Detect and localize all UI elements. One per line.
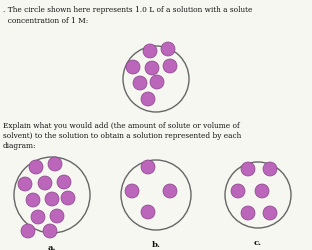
Circle shape <box>38 176 52 190</box>
Circle shape <box>18 177 32 191</box>
Circle shape <box>26 193 40 207</box>
Text: solvent) to the solution to obtain a solution represented by each: solvent) to the solution to obtain a sol… <box>3 132 241 140</box>
Circle shape <box>43 224 57 238</box>
Text: . The circle shown here represents 1.0 L of a solution with a solute: . The circle shown here represents 1.0 L… <box>3 6 252 14</box>
Circle shape <box>57 175 71 189</box>
Text: b.: b. <box>152 240 160 248</box>
Circle shape <box>141 93 155 106</box>
Circle shape <box>255 184 269 198</box>
Circle shape <box>141 205 155 219</box>
Circle shape <box>143 45 157 59</box>
Circle shape <box>21 224 35 238</box>
Circle shape <box>45 192 59 206</box>
Circle shape <box>161 43 175 57</box>
Text: diagram:: diagram: <box>3 142 37 150</box>
Circle shape <box>163 60 177 74</box>
Circle shape <box>48 157 62 171</box>
Text: a.: a. <box>48 243 56 250</box>
Circle shape <box>31 210 45 224</box>
Circle shape <box>61 191 75 205</box>
Circle shape <box>163 184 177 198</box>
Text: c.: c. <box>254 238 262 246</box>
Circle shape <box>145 62 159 76</box>
Circle shape <box>125 184 139 198</box>
Circle shape <box>141 160 155 174</box>
Circle shape <box>133 77 147 91</box>
Circle shape <box>241 162 255 176</box>
Circle shape <box>29 160 43 174</box>
Circle shape <box>50 209 64 223</box>
Circle shape <box>150 76 164 90</box>
Text: concentration of 1 M:: concentration of 1 M: <box>3 17 88 25</box>
Circle shape <box>263 206 277 220</box>
Circle shape <box>231 184 245 198</box>
Circle shape <box>241 206 255 220</box>
Circle shape <box>126 61 140 75</box>
Circle shape <box>263 162 277 176</box>
Text: Explain what you would add (the amount of solute or volume of: Explain what you would add (the amount o… <box>3 122 240 130</box>
